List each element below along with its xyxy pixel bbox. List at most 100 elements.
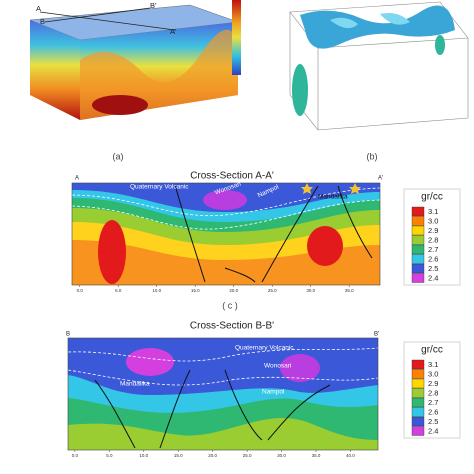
legend-label: 2.4: [428, 426, 438, 435]
plot-frame: [71, 182, 381, 286]
section-line: [39, 11, 176, 31]
section-title: Cross-Section A-A': [190, 171, 274, 182]
anomaly: [280, 354, 320, 382]
legend-label: 2.8: [428, 388, 438, 397]
boundary: [67, 347, 379, 362]
legend-unit: gr/cc: [421, 345, 443, 356]
legend-swatch: [411, 273, 425, 283]
x-tick-label: 0.0: [77, 288, 84, 293]
fault: [94, 369, 191, 449]
legend-swatch: [411, 244, 425, 255]
panel-b: (b): [289, 1, 469, 161]
legend-swatch: [411, 216, 425, 226]
legend-swatch: [411, 388, 425, 398]
panel-a: A B B' A' (a): [29, 0, 241, 161]
legend-label: 2.6: [428, 407, 438, 416]
section-start: A: [75, 176, 79, 182]
x-tick-label: 10.0: [139, 453, 148, 458]
block-left: [30, 20, 80, 120]
legend-unit: gr/cc: [421, 192, 443, 203]
legend-label: 2.5: [428, 417, 438, 426]
x-tick-label: 0.0: [72, 453, 79, 458]
iso-surface: [292, 64, 308, 116]
legend-label: 2.7: [428, 398, 438, 407]
section-d: Cross-Section B-B' B B' Quaternary Volca…: [66, 321, 379, 451]
legend-swatch: [411, 206, 425, 217]
legend-swatch: [411, 254, 425, 264]
iso-surface: [435, 35, 445, 55]
legend-label: 2.8: [428, 235, 438, 244]
x-tick-label: 15.0: [174, 453, 183, 458]
anomaly: [98, 220, 126, 284]
legend-label: 3.1: [428, 360, 438, 369]
unit-label: Mandalika: [120, 381, 150, 388]
legend-swatch: [411, 225, 425, 236]
x-tick-label: 30.0: [277, 453, 286, 458]
unit-label: Quaternary Volcanic: [235, 345, 294, 352]
point-label: B: [40, 17, 45, 26]
section-title: Cross-Section B-B': [190, 321, 274, 332]
x-tick-label: 5.0: [115, 288, 122, 293]
iso-surface: [330, 13, 410, 29]
fault: [174, 184, 256, 283]
anomaly: [126, 348, 174, 376]
fault: [224, 369, 331, 441]
x-tick-label: 35.0: [345, 288, 354, 293]
legend-swatch: [411, 426, 425, 436]
section-start: B: [66, 332, 70, 338]
legend-swatch: [411, 369, 425, 379]
boundary: [67, 369, 379, 386]
iso-surface: [300, 5, 455, 49]
legend-label: 2.7: [428, 245, 438, 254]
legend-swatch: [411, 235, 425, 245]
unit-label: Wonosari: [264, 363, 291, 370]
anomaly: [307, 226, 343, 266]
legend-label: 2.9: [428, 226, 438, 235]
x-tick-label: 5.0: [106, 453, 113, 458]
section-line: [44, 7, 151, 23]
legend-swatch: [411, 378, 425, 389]
unit-label: Quaternary Volcanic: [130, 184, 189, 191]
marker: [301, 183, 361, 194]
x-tick-label: 25.0: [243, 453, 252, 458]
colorbar: [232, 0, 241, 75]
legend-label: 2.5: [428, 264, 438, 273]
x-tick-label: 40.0: [346, 453, 355, 458]
legend-label: 2.4: [428, 273, 438, 282]
anomaly: [203, 190, 247, 210]
x-tick-label: 20.0: [229, 288, 238, 293]
fault: [261, 185, 373, 283]
point-label: A': [170, 27, 177, 36]
point-label: B': [150, 1, 157, 10]
x-tick-label: 35.0: [312, 453, 321, 458]
legend-swatch: [411, 397, 425, 408]
legend-swatch: [411, 416, 425, 427]
layer: [68, 338, 378, 395]
panel-label: (a): [113, 151, 124, 161]
x-tick-label: 10.0: [152, 288, 161, 293]
legend-label: 3.1: [428, 207, 438, 216]
x-tick-label: 25.0: [268, 288, 277, 293]
point-label: A: [36, 4, 41, 13]
section-end: A': [378, 176, 383, 182]
panel-label: ( c ): [222, 300, 238, 310]
legend-swatch: [411, 359, 425, 370]
legend-label: 2.6: [428, 254, 438, 263]
unit-label: Mandalika: [318, 194, 348, 201]
boundary: [71, 187, 381, 217]
x-tick-label: 20.0: [208, 453, 217, 458]
x-tick-label: 15.0: [191, 288, 200, 293]
boundary: [71, 199, 381, 230]
panel-label: (b): [367, 151, 378, 161]
section-c: Cross-Section A-A' A A' Quaternary Volca…: [71, 171, 383, 310]
x-tick-label: 30.0: [306, 288, 315, 293]
unit-label: Nampol: [262, 389, 285, 396]
legend-label: 3.0: [428, 369, 438, 378]
legend-swatch: [411, 263, 425, 274]
legend-label: 2.9: [428, 379, 438, 388]
plot-frame: [67, 337, 379, 451]
legend-label: 3.0: [428, 216, 438, 225]
block-anomaly: [92, 95, 148, 115]
